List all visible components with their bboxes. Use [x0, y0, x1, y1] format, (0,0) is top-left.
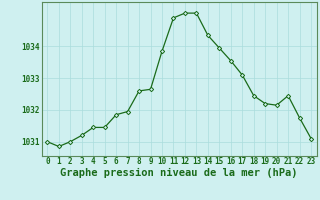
- X-axis label: Graphe pression niveau de la mer (hPa): Graphe pression niveau de la mer (hPa): [60, 168, 298, 178]
